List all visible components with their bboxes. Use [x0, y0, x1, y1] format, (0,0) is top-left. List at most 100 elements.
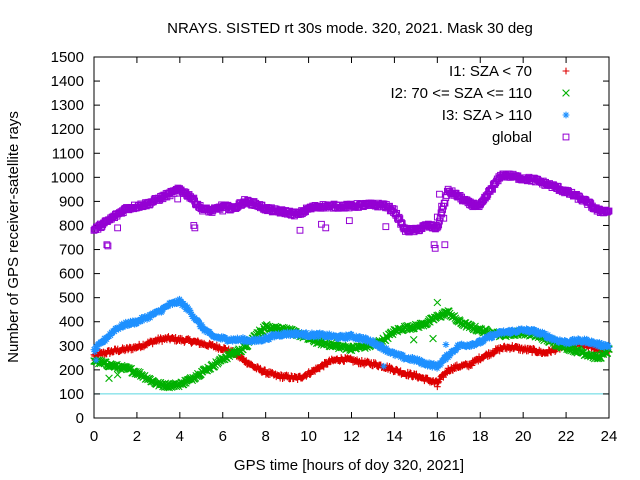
- x-tick-label: 22: [558, 428, 575, 445]
- outlier-point: [318, 220, 325, 228]
- data-point: [184, 303, 191, 311]
- data-point: [446, 352, 454, 360]
- y-axis-label: Number of GPS receiver-satellite rays: [5, 111, 22, 363]
- data-point: [299, 330, 307, 338]
- outlier-point: [433, 383, 441, 391]
- data-point: [241, 335, 248, 343]
- data-point: [198, 321, 206, 329]
- legend: I1: SZA < 70 I2: 70 <= SZA <= 110 I3: SZA …: [391, 63, 570, 146]
- y-tick-label: 1400: [51, 73, 84, 90]
- data-point: [347, 354, 355, 362]
- data-point: [506, 345, 514, 353]
- outlier-point: [382, 223, 390, 231]
- data-point: [487, 331, 495, 339]
- data-point: [158, 307, 166, 315]
- data-point: [266, 331, 274, 339]
- outlier-point: [380, 362, 388, 370]
- data-point: [374, 340, 382, 348]
- x-tick-label: 0: [90, 428, 98, 445]
- data-point: [103, 335, 111, 343]
- outlier-point: [103, 241, 111, 249]
- outlier-point: [438, 202, 446, 210]
- legend-marker: [562, 111, 570, 119]
- data-point: [100, 338, 107, 346]
- outlier-point: [409, 335, 418, 344]
- data-point: [116, 324, 124, 332]
- data-point: [138, 317, 146, 325]
- outlier-point: [440, 214, 448, 222]
- data-point: [222, 334, 229, 342]
- data-point: [352, 332, 360, 340]
- y-tick-label: 100: [59, 386, 84, 403]
- data-point: [413, 357, 420, 365]
- data-point: [600, 343, 608, 351]
- data-point: [456, 343, 464, 350]
- x-tick-label: 20: [515, 428, 532, 445]
- data-point: [435, 221, 443, 229]
- y-tick-label: 1300: [51, 97, 84, 114]
- y-tick-label: 800: [59, 217, 84, 234]
- data-point: [484, 353, 492, 360]
- data-point: [111, 328, 118, 335]
- data-point: [110, 361, 118, 369]
- x-tick-label: 16: [429, 428, 446, 445]
- outlier-point: [92, 356, 100, 364]
- data-point: [598, 340, 606, 347]
- axis-ticks: 0 2 4 6 8 10 12 14 16 18 20 22 240100200300400500600…: [51, 49, 618, 445]
- legend-label: I3: SZA > 110: [442, 107, 532, 124]
- data-point: [370, 337, 378, 345]
- data-point: [355, 335, 363, 343]
- data-point: [437, 360, 445, 367]
- data-point: [107, 332, 115, 339]
- data-point: [344, 335, 351, 342]
- data-point: [187, 308, 195, 316]
- data-point: [413, 355, 421, 363]
- data-point: [335, 335, 343, 343]
- data-point: [468, 362, 476, 369]
- data-point: [567, 339, 575, 347]
- data-point: [604, 341, 612, 349]
- data-point: [93, 345, 101, 352]
- data-points: [90, 170, 613, 392]
- data-point: [390, 205, 398, 213]
- series-3: [90, 295, 613, 372]
- data-point: [263, 333, 271, 340]
- data-point: [270, 324, 279, 333]
- outlier-point: [416, 224, 424, 232]
- outlier-point: [431, 244, 439, 252]
- data-point: [137, 317, 145, 325]
- data-point: [124, 318, 132, 326]
- outlier-point: [105, 374, 113, 383]
- data-point: [378, 342, 386, 349]
- outlier-point: [174, 195, 182, 203]
- data-point: [279, 332, 286, 340]
- data-point: [605, 343, 613, 351]
- data-point: [367, 336, 374, 344]
- x-tick-label: 2: [133, 428, 141, 445]
- outlier-point: [296, 226, 304, 234]
- outlier-point: [113, 370, 122, 379]
- data-point: [345, 334, 353, 342]
- data-point: [455, 343, 462, 351]
- y-tick-label: 900: [59, 193, 84, 210]
- data-point: [267, 334, 275, 342]
- outlier-point: [436, 190, 443, 198]
- legend-label: I2: 70 <= SZA <= 110: [391, 85, 533, 102]
- series-4: [90, 170, 613, 252]
- x-axis-label: GPS time [hours of doy 320, 2021]: [234, 457, 464, 474]
- legend-label: global: [492, 129, 532, 146]
- data-point: [283, 328, 291, 336]
- y-tick-label: 500: [59, 290, 84, 307]
- y-tick-label: 1200: [51, 121, 84, 138]
- data-point: [523, 325, 531, 333]
- y-tick-label: 1500: [51, 49, 84, 66]
- outlier-point: [219, 207, 227, 215]
- y-tick-label: 200: [59, 362, 84, 379]
- legend-marker: [562, 89, 570, 97]
- data-point: [530, 345, 538, 352]
- outlier-point: [104, 242, 112, 250]
- data-point: [406, 369, 414, 377]
- data-point: [452, 346, 460, 354]
- data-point: [371, 359, 379, 367]
